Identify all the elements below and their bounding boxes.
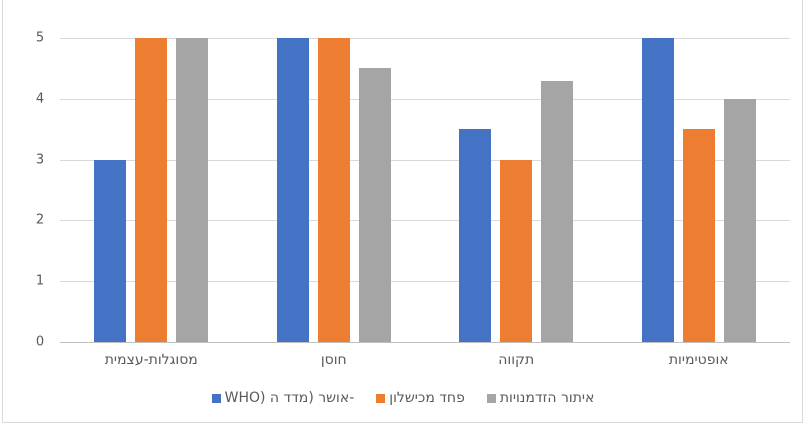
legend-item-happiness: WHO) אושר (מדד ה- [211,390,355,406]
x-tick-label: תקווה [498,352,535,368]
legend-item-opportunity: איתור הזדמנויות [486,390,595,406]
y-tick-label: 0 [35,334,45,350]
legend-swatch-orange [376,393,386,403]
y-tick-label: 5 [35,30,45,46]
y-tick-label: 3 [35,152,45,168]
bar [358,68,391,342]
y-tick-label: 2 [35,212,45,228]
x-tick-label: אופטימיות [668,352,729,368]
gridline [60,220,790,222]
legend-label: פחד מכישלון [389,390,465,406]
y-tick-label: 1 [35,273,45,289]
y-tick-label: 4 [35,91,45,107]
bar [317,38,350,342]
bar [135,38,168,342]
gridline [60,159,790,161]
bar [276,38,309,342]
legend: WHO) אושר (מדד ה- פחד מכישלון איתור הזדמ… [0,390,806,406]
legend-swatch-blue [211,393,221,403]
legend-label: WHO) אושר (מדד ה- [224,390,355,406]
gridline [60,281,790,283]
plot-area [60,38,790,343]
bar [541,80,574,342]
bar [682,129,715,342]
bar [641,38,674,342]
x-tick-label: מסוגלות-עצמית [104,352,198,368]
bar [500,159,533,342]
bar [94,159,127,342]
legend-item-fear-of-failure: פחד מכישלון [376,390,465,406]
gridline [60,98,790,100]
bar [723,98,756,342]
legend-swatch-gray [486,393,496,403]
bar [176,38,209,342]
gridline [60,342,790,343]
legend-label: איתור הזדמנויות [499,390,595,406]
gridline [60,38,790,39]
x-tick-label: חוסן [320,352,347,368]
bar [459,129,492,342]
